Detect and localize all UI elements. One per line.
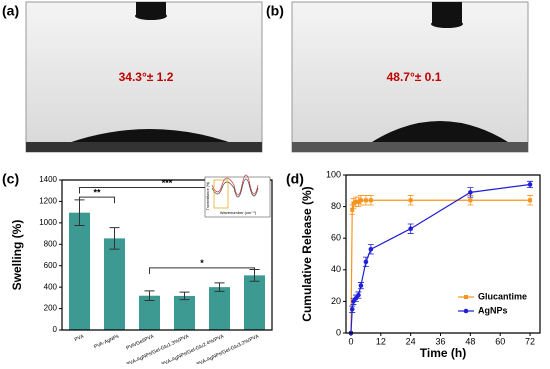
x-tick-label: 72: [525, 336, 535, 346]
legend-label: Glucantime: [478, 291, 527, 301]
panel-label: (d): [286, 171, 304, 187]
point: [350, 207, 355, 212]
x-tick-label: PVA: [74, 333, 86, 343]
y-tick-label: 1400: [39, 175, 57, 184]
point: [356, 199, 361, 204]
inset-x-label: Wavenumber (cm⁻¹): [220, 210, 257, 215]
significance-label: *: [200, 258, 204, 268]
x-tick-label: 48: [465, 336, 475, 346]
significance-label: ***: [162, 178, 173, 188]
x-axis-label: Time (h): [420, 346, 466, 360]
point: [468, 198, 473, 203]
bar: [139, 295, 160, 330]
angle-label: 34.3°± 1.2: [119, 70, 174, 84]
significance-label: **: [93, 188, 101, 198]
point: [363, 259, 369, 265]
x-tick-label: PVA-AgNPs/Gel-Glu3.2%/PVA: [196, 333, 261, 364]
inset-highlight: [213, 179, 229, 209]
y-tick-label: 400: [44, 282, 58, 291]
error-bar: [214, 282, 225, 292]
point: [363, 198, 368, 203]
angle-label: 48.7°± 0.1: [387, 70, 442, 84]
point: [353, 199, 358, 204]
point: [349, 307, 355, 312]
point: [408, 226, 413, 232]
y-tick-label: 20: [331, 296, 341, 306]
y-tick-label: 60: [331, 233, 341, 243]
error-bar: [144, 290, 155, 302]
bar: [244, 275, 265, 330]
point: [528, 198, 533, 203]
panel-label: (c): [2, 171, 19, 187]
x-tick-label: 36: [436, 336, 446, 346]
image-b: [291, 1, 529, 153]
significance-bracket: [149, 267, 255, 274]
y-tick-label: 600: [44, 261, 58, 270]
axes: [61, 179, 273, 331]
y-axis-label: Cumulative Release (%): [300, 186, 314, 321]
panel-label: (a): [2, 3, 19, 19]
x-tick-label: 12: [376, 336, 386, 346]
bar: [209, 287, 230, 330]
error-bar: [179, 291, 190, 301]
x-tick-label: PVA-AgNPs: [93, 333, 120, 350]
image-a: [25, 1, 263, 153]
y-tick-label: 1200: [39, 197, 57, 206]
point: [468, 190, 473, 195]
legend-label: AgNPs: [478, 305, 508, 315]
point: [368, 198, 373, 203]
point: [527, 182, 533, 187]
x-tick-label: 0: [348, 336, 353, 346]
y-tick-label: 800: [44, 239, 58, 248]
y-tick-label: 100: [326, 169, 341, 179]
point: [368, 246, 374, 252]
legend-marker: [463, 308, 469, 314]
y-tick-label: 1000: [39, 218, 57, 227]
bar: [174, 295, 195, 330]
point: [358, 283, 364, 288]
y-axis-label: Swelling (%): [10, 220, 24, 291]
y-tick-label: 0: [53, 325, 58, 334]
y-tick-label: 200: [44, 304, 58, 313]
bar: [104, 238, 125, 330]
error-bar: [109, 227, 120, 250]
y-tick-label: 80: [331, 201, 341, 211]
y-tick-label: 0: [336, 327, 341, 337]
significance-bracket: [79, 196, 115, 204]
point: [408, 198, 413, 203]
inset-y-label: Transmittance (%): [206, 182, 210, 210]
bar: [69, 212, 90, 330]
legend-marker: [464, 295, 468, 299]
x-tick-label: 24: [406, 336, 416, 346]
inset-curve: [211, 174, 259, 196]
x-tick-label: 60: [495, 336, 505, 346]
point: [358, 198, 363, 203]
x-tick-label: PVA/Gel/PVA: [125, 333, 155, 351]
y-tick-label: 40: [331, 264, 341, 274]
panel-label: (b): [266, 3, 284, 19]
point: [351, 201, 356, 206]
axes: [345, 174, 541, 334]
inset-curve: [211, 178, 259, 198]
point: [356, 292, 361, 298]
